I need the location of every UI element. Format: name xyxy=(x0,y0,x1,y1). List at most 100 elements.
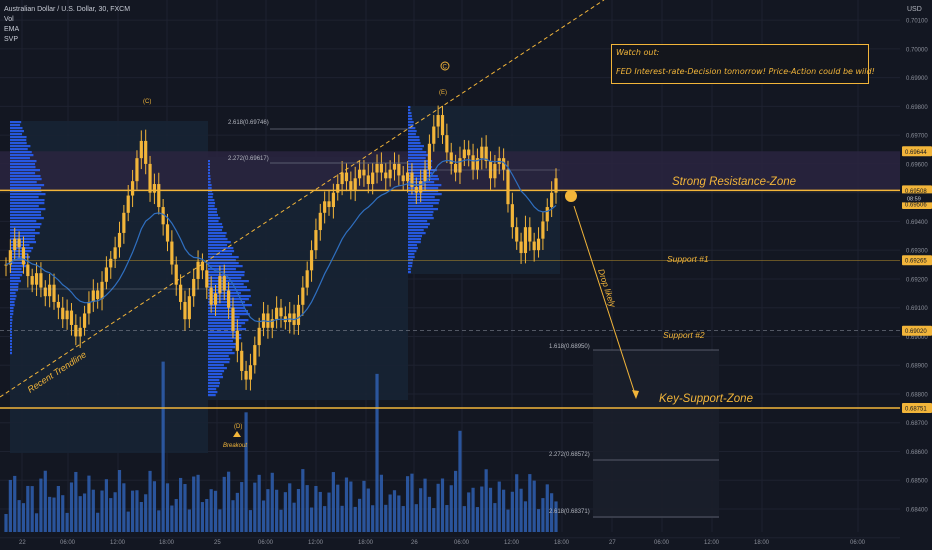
profile-bar-3 xyxy=(408,127,416,130)
volume-bar xyxy=(497,481,501,532)
candle-body xyxy=(179,284,183,302)
y-tick-label: 0.68900 xyxy=(906,364,928,370)
x-tick-label: 12:00 xyxy=(504,540,520,546)
volume-bar xyxy=(200,502,205,532)
profile-bar-1 xyxy=(10,352,12,355)
volume-bar xyxy=(528,474,532,532)
profile-bar-1 xyxy=(10,292,16,295)
candle-body xyxy=(17,238,21,248)
volume-bar xyxy=(122,483,126,532)
indicator-vol[interactable]: Vol xyxy=(4,16,14,23)
profile-bar-1 xyxy=(10,337,12,340)
fib-label: 2.272(0.69617) xyxy=(228,156,269,162)
candle-body xyxy=(48,284,52,297)
volume-bar xyxy=(554,501,558,532)
label-wave-d: (D) xyxy=(234,424,242,430)
drop-arrow-head xyxy=(632,390,639,399)
candle-body xyxy=(205,270,209,288)
label-support1: Support #1 xyxy=(667,254,709,264)
volume-bar xyxy=(261,500,266,532)
profile-bar-3 xyxy=(408,136,420,139)
profile-bar-1 xyxy=(10,160,37,163)
volume-bar xyxy=(462,506,466,532)
x-tick-label: 18:00 xyxy=(554,540,570,546)
profile-bar-1 xyxy=(10,142,27,145)
volume-bar xyxy=(100,490,104,532)
x-tick-label: 22 xyxy=(19,540,26,546)
profile-bar-1 xyxy=(10,289,19,292)
profile-bar-1 xyxy=(10,319,13,322)
indicator-svp[interactable]: SVP xyxy=(4,36,19,43)
profile-bar-2 xyxy=(208,346,236,349)
candle-body xyxy=(384,172,388,179)
breakout-triangle xyxy=(233,431,241,437)
volume-bar xyxy=(209,489,213,532)
candle-body xyxy=(327,201,331,208)
volume-bar xyxy=(432,508,436,532)
profile-bar-1 xyxy=(10,307,14,310)
profile-bar-1 xyxy=(10,286,19,289)
volume-bar xyxy=(74,471,78,532)
candle-body xyxy=(301,287,305,305)
candle-body xyxy=(174,264,178,285)
candle-body xyxy=(340,172,344,185)
countdown-bg xyxy=(902,193,932,203)
profile-bar-1 xyxy=(10,295,17,298)
candle-body xyxy=(550,192,554,208)
axis-bg xyxy=(900,0,932,550)
profile-bar-3 xyxy=(408,202,439,205)
profile-bar-1 xyxy=(10,217,44,220)
note-body: FED Interest-rate-Decision tomorrow! Pri… xyxy=(616,67,875,76)
volume-bar xyxy=(515,474,519,532)
candle-body xyxy=(545,207,549,222)
volume-bar xyxy=(401,506,405,532)
candle-body xyxy=(74,324,78,337)
fib-label: 2.618(0.69746) xyxy=(228,120,269,126)
volume-bar xyxy=(126,511,130,532)
y-tick-label: 0.69600 xyxy=(906,162,928,168)
ema-line xyxy=(5,158,557,323)
y-tick-label: 0.69300 xyxy=(906,249,928,255)
profile-bar-1 xyxy=(10,205,39,208)
profile-bar-2 xyxy=(208,232,227,235)
candle-body xyxy=(288,313,292,323)
volume-bars xyxy=(4,361,558,532)
symbol-title[interactable]: Australian Dollar / U.S. Dollar, 30, FXC… xyxy=(4,6,131,13)
fib-label: 2.618(0.68371) xyxy=(549,509,590,515)
profile-bar-1 xyxy=(10,304,15,307)
profile-bar-1 xyxy=(10,181,37,184)
volume-bar xyxy=(266,489,270,532)
candle-body xyxy=(253,345,257,366)
candle-body xyxy=(493,163,497,179)
candle-body xyxy=(410,172,414,187)
x-tick-label: 25 xyxy=(214,540,221,546)
volume-bar xyxy=(458,430,462,532)
profile-bar-3 xyxy=(408,271,411,274)
candle-body xyxy=(82,313,87,328)
candle-body xyxy=(523,227,528,254)
candle-body xyxy=(13,238,17,251)
indicator-ema[interactable]: EMA xyxy=(4,26,20,33)
volume-bar xyxy=(56,485,60,532)
y-tick-label: 0.69100 xyxy=(906,306,928,312)
volume-bar xyxy=(340,505,344,532)
candle-body xyxy=(248,365,253,380)
volume-bar xyxy=(288,483,292,532)
profile-bar-1 xyxy=(10,238,35,241)
profile-bar-2 xyxy=(208,196,213,199)
volume-bar xyxy=(179,477,183,532)
y-tick-label: 0.70000 xyxy=(906,47,928,53)
volume-bar xyxy=(410,473,414,532)
volume-bar xyxy=(419,488,423,532)
volume-bar xyxy=(362,480,366,532)
candle-body xyxy=(454,163,458,173)
profile-bar-2 xyxy=(208,334,242,337)
volume-bar xyxy=(550,493,554,532)
volume-bar xyxy=(148,470,152,532)
candle-body xyxy=(423,169,427,182)
volume-bar xyxy=(523,501,528,532)
profile-bar-3 xyxy=(408,187,439,190)
profile-bar-2 xyxy=(208,331,239,334)
